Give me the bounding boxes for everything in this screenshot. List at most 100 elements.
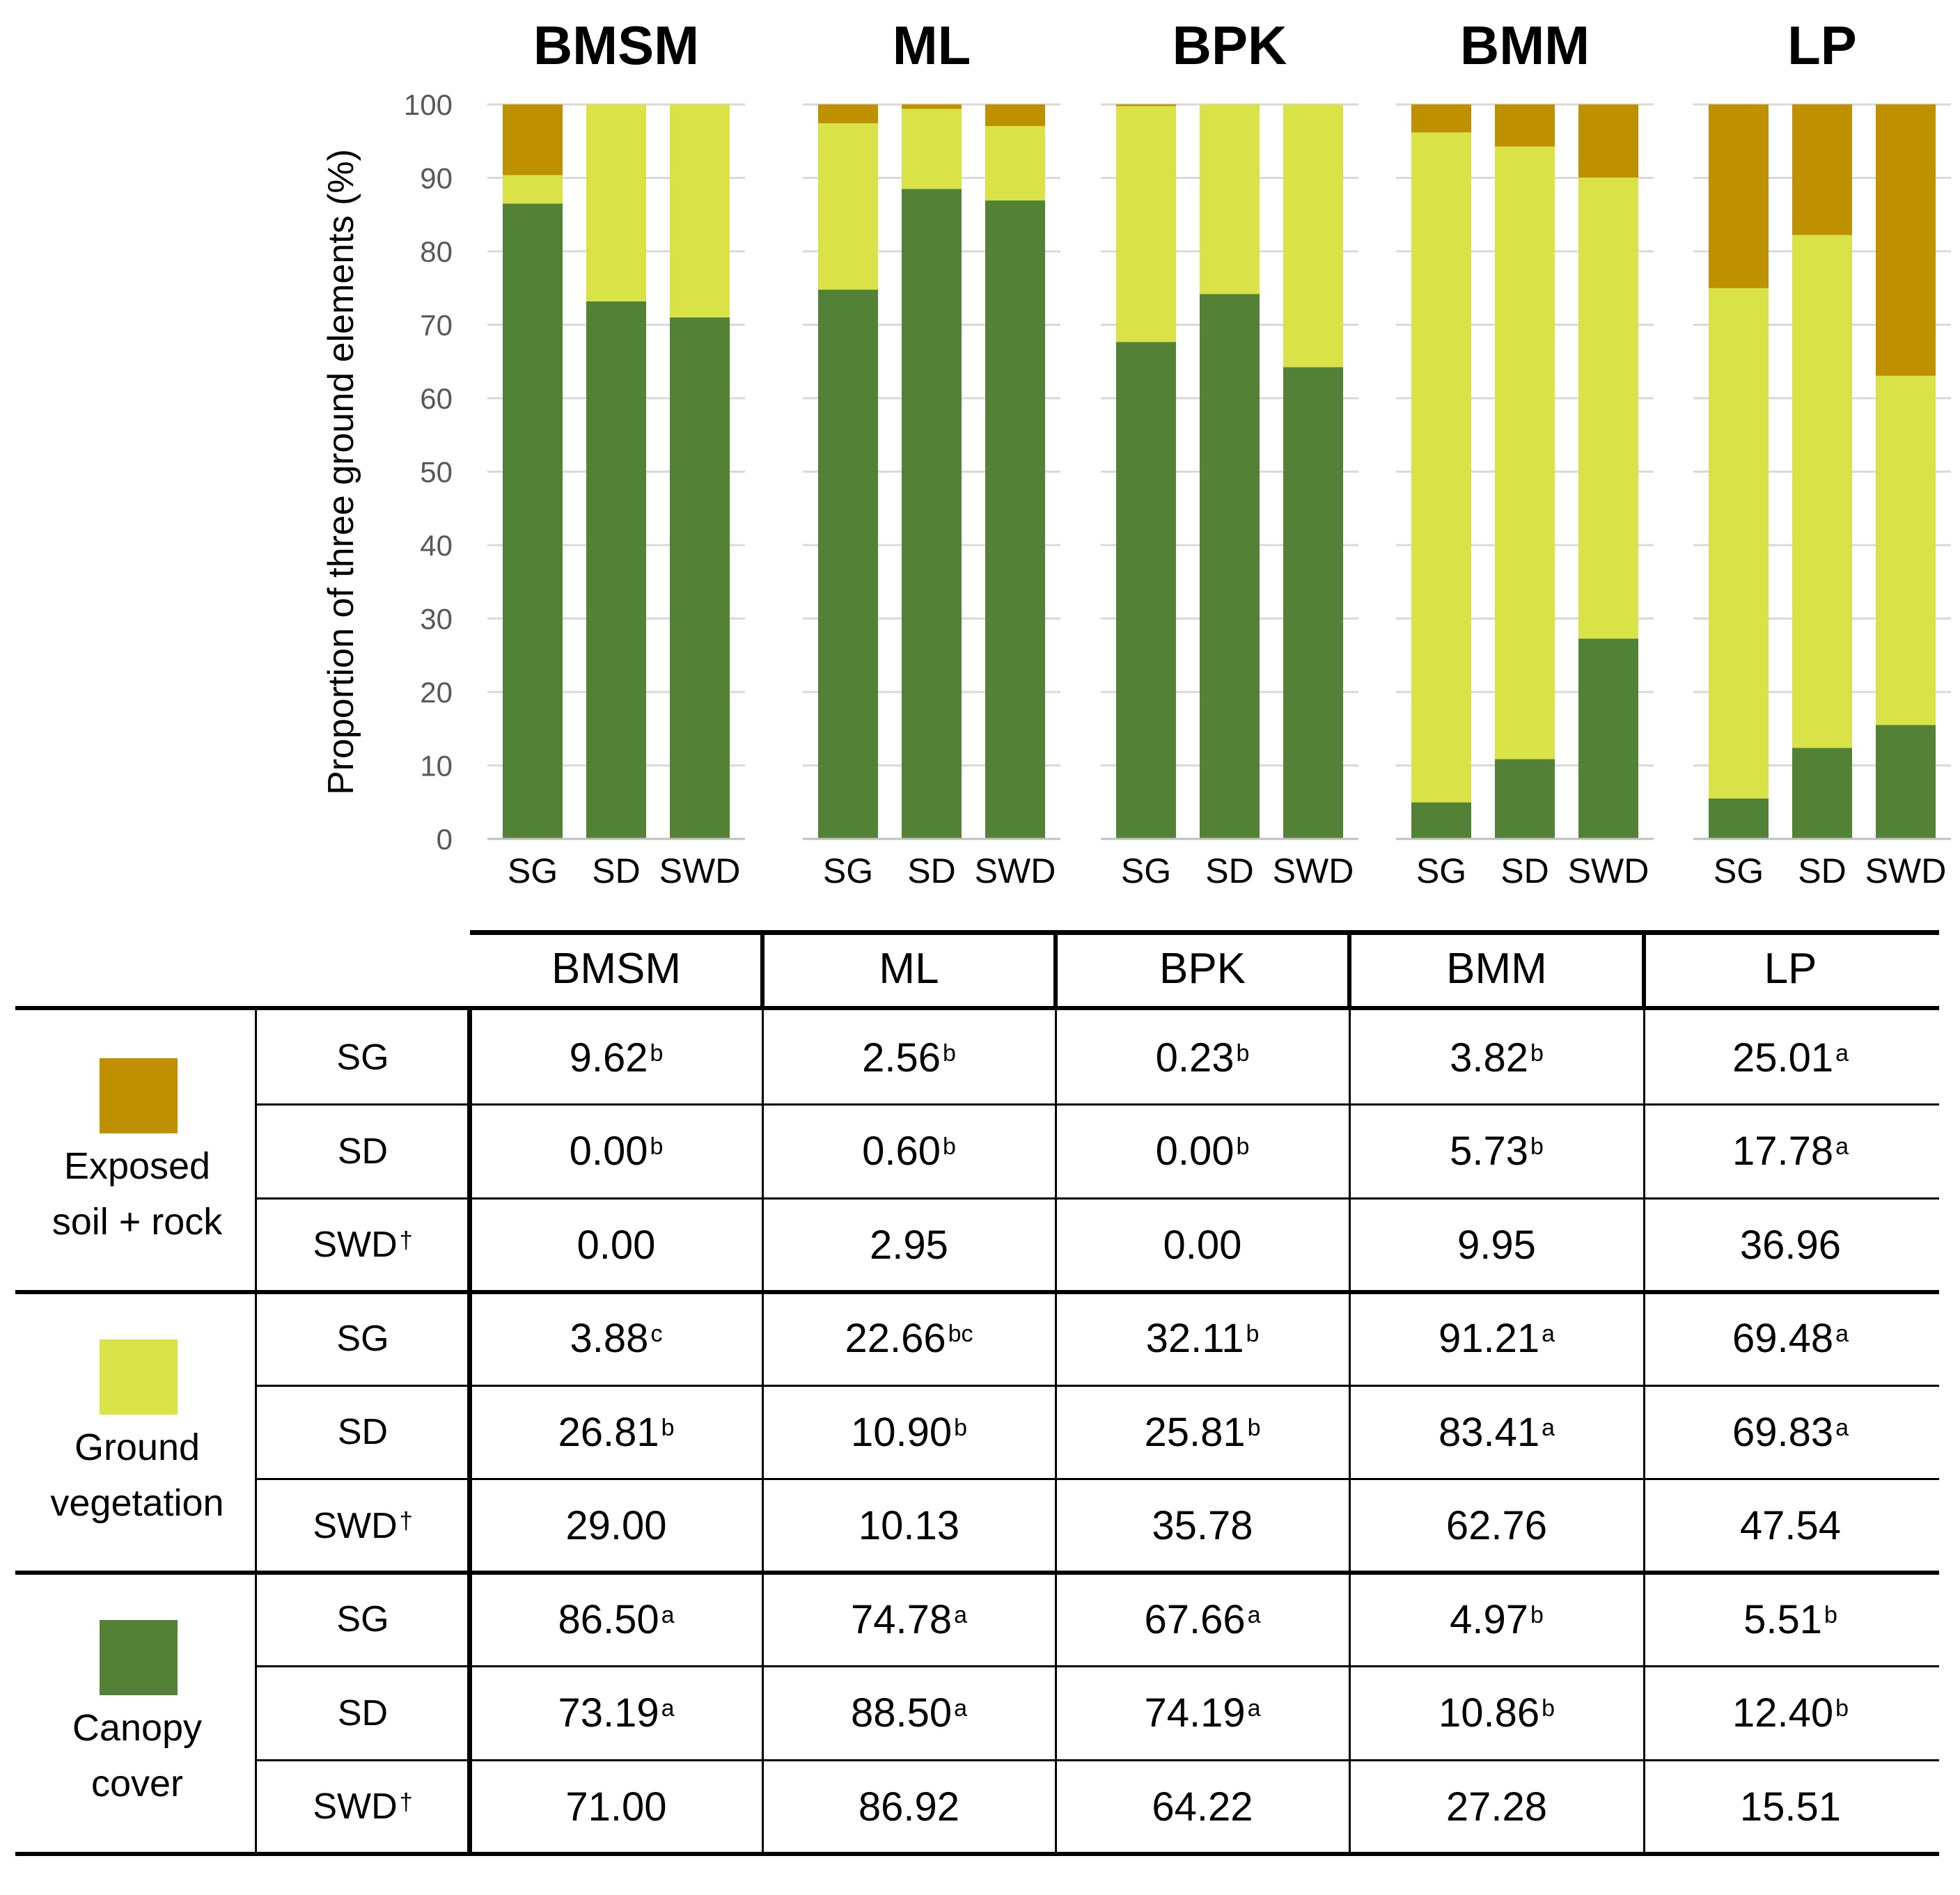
row-label: SWD †	[259, 1760, 467, 1854]
table-cell: 47.54	[1644, 1479, 1937, 1573]
table-cell: 25.81 b	[1056, 1385, 1349, 1479]
cell-value: 22.66	[845, 1316, 946, 1362]
cell-value: 35.78	[1152, 1503, 1253, 1549]
bar-segment	[1876, 104, 1936, 376]
x-category-label: SG	[823, 851, 873, 890]
significance-letter: b	[1246, 1321, 1260, 1348]
bar-segment	[1411, 104, 1471, 133]
table-cell: 10.86 b	[1349, 1667, 1644, 1761]
column-header: ML	[879, 944, 939, 993]
column-header: BPK	[1159, 944, 1246, 993]
row-label-text: SD	[337, 1131, 389, 1172]
table-cell: 15.51	[1644, 1760, 1937, 1854]
bar-segment	[1876, 375, 1936, 725]
table-cell: 74.78 a	[762, 1573, 1056, 1667]
row-label-text: SWD	[313, 1786, 398, 1827]
table-cell: 2.56 b	[762, 1011, 1056, 1105]
legend-swatch	[100, 1058, 178, 1133]
legend-swatch	[100, 1339, 178, 1415]
cell-value: 74.78	[850, 1596, 952, 1642]
bar-segment	[1792, 748, 1852, 839]
facet-title: BMSM	[533, 15, 699, 76]
cell-value: 25.01	[1732, 1035, 1834, 1080]
row-label: SWD †	[259, 1479, 467, 1573]
bar-segment	[1709, 104, 1769, 288]
significance-letter: a	[1835, 1321, 1849, 1348]
cell-value: 12.40	[1732, 1690, 1834, 1736]
x-category-label: SWD	[1568, 851, 1649, 890]
cell-value: 86.50	[558, 1596, 659, 1642]
bar-segment	[503, 104, 563, 175]
group-label-line: vegetation	[50, 1481, 224, 1524]
row-label-text: SWD	[313, 1505, 398, 1546]
bar-segment	[818, 104, 878, 124]
cell-value: 83.41	[1438, 1409, 1540, 1455]
row-rule	[257, 1384, 1939, 1387]
significance-letter: a	[1835, 1414, 1849, 1441]
row-rule	[257, 1759, 1939, 1761]
table-cell: 0.23 b	[1056, 1011, 1349, 1105]
table-cell: 25.01 a	[1644, 1011, 1937, 1105]
significance-letter: b	[661, 1414, 675, 1441]
significance-letter: a	[1542, 1321, 1555, 1348]
significance-letter: c	[650, 1321, 663, 1348]
cell-value: 29.00	[565, 1503, 667, 1549]
significance-letter: b	[1530, 1601, 1544, 1628]
table-cell: 91.21 a	[1349, 1292, 1644, 1386]
significance-letter: b	[650, 1039, 664, 1067]
bar-segment	[1200, 294, 1260, 839]
bar-segment	[818, 123, 878, 290]
bar-segment	[985, 126, 1045, 200]
group-label-line: Canopy	[72, 1707, 203, 1749]
table-cell: 12.40 b	[1644, 1667, 1937, 1761]
table-cell: 32.11 b	[1056, 1292, 1349, 1386]
header-divider	[760, 933, 765, 1008]
significance-letter: a	[954, 1601, 968, 1628]
cell-value: 88.50	[850, 1690, 952, 1736]
table-cell: 3.82 b	[1349, 1011, 1644, 1105]
bar-segment	[985, 104, 1045, 127]
significance-letter: b	[942, 1039, 956, 1067]
bar-segment	[1709, 798, 1769, 839]
bar-segment	[1200, 104, 1260, 294]
column-divider	[1348, 1008, 1351, 1854]
y-tick-label: 30	[420, 603, 453, 636]
cell-value: 86.92	[858, 1784, 960, 1830]
group-rule	[15, 1571, 1939, 1575]
x-category-label: SWD	[975, 851, 1056, 890]
table-cell: 2.95	[762, 1198, 1056, 1292]
table-cell: 71.00	[470, 1760, 762, 1854]
row-rule	[257, 1103, 1939, 1106]
cell-value: 69.83	[1732, 1409, 1834, 1455]
row-label-divider	[467, 1008, 472, 1854]
bar-segment	[902, 189, 962, 839]
cell-value: 10.90	[850, 1409, 952, 1455]
x-category-label: SWD	[659, 851, 741, 890]
table-cell: 73.19 a	[470, 1667, 762, 1761]
row-label-text: SWD	[313, 1225, 398, 1266]
bar-segment	[1792, 235, 1852, 748]
row-rule	[257, 1197, 1939, 1200]
column-header: BMSM	[551, 944, 681, 993]
bar-segment	[1495, 146, 1555, 760]
bar-segment	[1411, 132, 1471, 803]
y-tick-label: 70	[420, 309, 453, 342]
group-label-line: Ground	[74, 1426, 201, 1468]
cell-value: 32.11	[1145, 1316, 1244, 1362]
y-tick-label: 60	[420, 382, 453, 415]
bar-segment	[818, 290, 878, 839]
bar-segment	[1876, 725, 1936, 839]
x-category-label: SG	[508, 851, 558, 890]
y-axis-label: Proportion of three ground elements (%)	[321, 149, 361, 795]
significance-letter: b	[650, 1133, 664, 1161]
x-category-label: SWD	[1273, 851, 1354, 890]
bar-segment	[1116, 106, 1176, 343]
y-tick-label: 10	[420, 750, 453, 783]
bar-segment	[1116, 104, 1176, 107]
cell-value: 17.78	[1732, 1129, 1834, 1174]
bar-segment	[1283, 104, 1343, 368]
significance-letter: a	[661, 1601, 675, 1628]
bar-segment	[1792, 104, 1852, 235]
significance-letter: a	[1247, 1695, 1261, 1722]
bar-segment	[586, 104, 646, 301]
